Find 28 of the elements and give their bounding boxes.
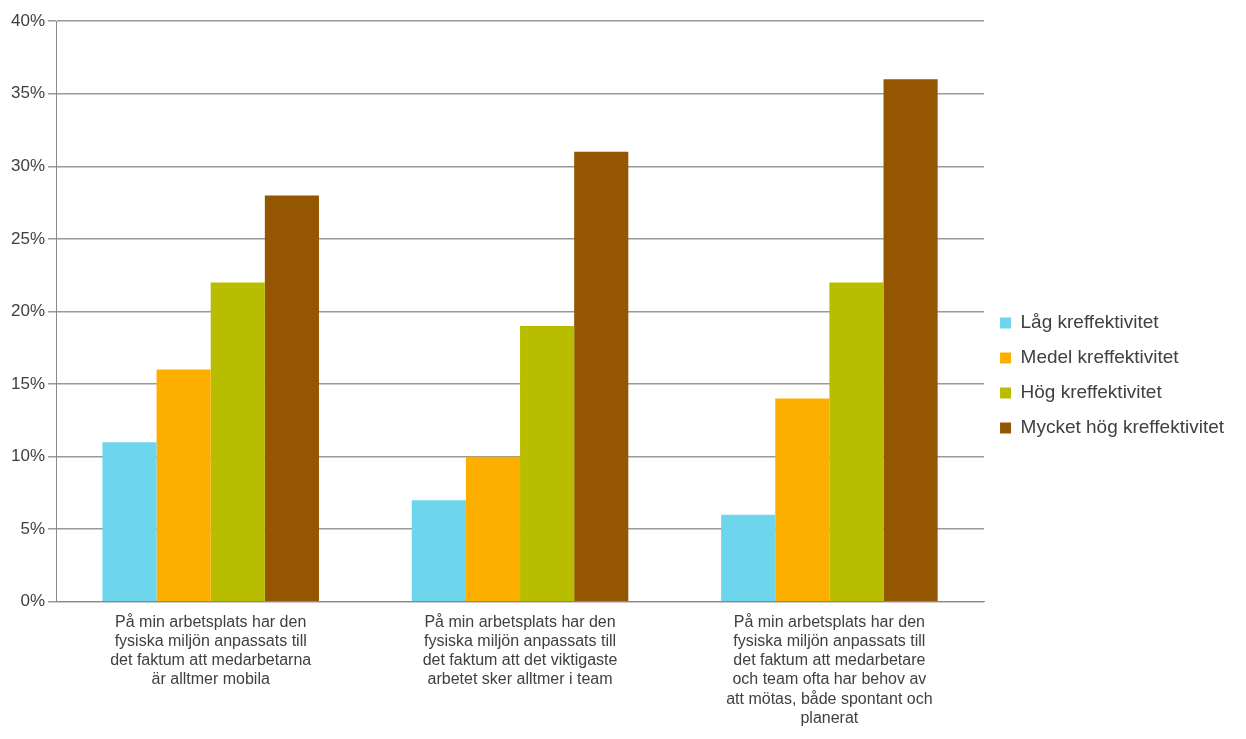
bar [465, 456, 521, 602]
bar [574, 151, 629, 602]
y-tick-label: 15% [10, 373, 46, 393]
bar [411, 500, 466, 602]
bar [520, 326, 575, 602]
y-tick-label: 35% [10, 83, 46, 103]
y-tick-label: 40% [10, 10, 46, 30]
bar [210, 282, 265, 602]
bar [264, 195, 319, 602]
y-tick-label: 5% [20, 518, 46, 538]
legend-label: Mycket hög kreffektivitet [1020, 416, 1225, 438]
bar [775, 398, 830, 602]
y-tick-label: 25% [10, 228, 46, 248]
bar [102, 442, 157, 602]
legend-label: Hög kreffektivitet [1020, 381, 1163, 403]
bar [721, 514, 776, 602]
legend-label: Låg kreffektivitet [1020, 311, 1160, 333]
bar [883, 79, 938, 602]
y-tick-label: 0% [20, 591, 46, 611]
bar [829, 282, 884, 602]
x-tick-label: På min arbetsplats har den fysiska miljön anpassats till det faktum att medarbetarna är alltmer mobila [110, 612, 312, 688]
y-tick-label: 20% [10, 301, 46, 321]
legend-label: Medel kreffektivitet [1020, 346, 1180, 368]
x-tick-label: På min arbetsplats har den fysiska miljön anpassats till det faktum att medarbetare och team ofta har behov av att mötas, både spontant och planerat [726, 612, 933, 726]
bar [156, 369, 211, 602]
x-tick-label: På min arbetsplats har den fysiska miljön anpassats till det faktum att det viktigaste arbetet sker alltmer i team [422, 612, 618, 688]
y-tick-label: 30% [10, 156, 46, 176]
y-tick-label: 10% [10, 446, 46, 466]
